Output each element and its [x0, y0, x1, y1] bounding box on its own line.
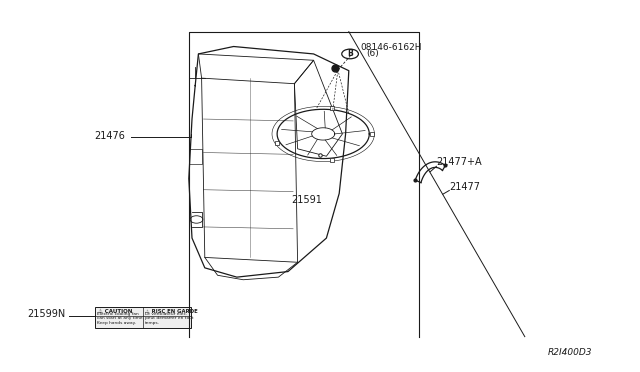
Text: B: B	[348, 49, 353, 58]
Text: Electric cooling fan
can start at any time.
Keep hands away.: Electric cooling fan can start at any ti…	[97, 312, 143, 325]
Text: 21477+A: 21477+A	[436, 157, 482, 167]
Text: (6): (6)	[366, 49, 379, 58]
Text: 21599N: 21599N	[27, 309, 65, 319]
Text: 21476: 21476	[95, 131, 125, 141]
Text: R2I400D3: R2I400D3	[547, 348, 592, 357]
Text: 21477: 21477	[449, 182, 480, 192]
FancyBboxPatch shape	[95, 307, 191, 328]
Text: 08146-6162H: 08146-6162H	[360, 43, 422, 52]
Text: Le ventilateur elec.
peut demarrer en tout
temps.: Le ventilateur elec. peut demarrer en to…	[145, 312, 193, 325]
Text: 21591: 21591	[291, 195, 322, 205]
Text: ⚠ RISC EN GARDE: ⚠ RISC EN GARDE	[145, 308, 197, 314]
Text: ⚠ CAUTION: ⚠ CAUTION	[98, 308, 132, 314]
